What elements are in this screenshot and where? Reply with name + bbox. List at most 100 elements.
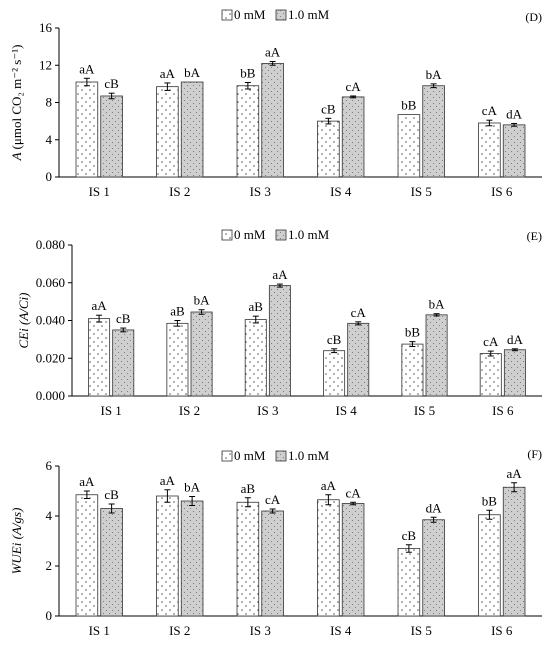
- y-axis-title-unit: (A/gs): [9, 508, 24, 540]
- data-label: aB: [241, 481, 256, 496]
- bar: [112, 329, 135, 397]
- y-tick-label: 0: [46, 608, 53, 623]
- bar: [341, 96, 365, 178]
- bar: [422, 519, 445, 617]
- bar: [347, 322, 370, 397]
- data-label: cA: [483, 334, 499, 349]
- bar: [261, 510, 284, 617]
- bar: [425, 314, 448, 397]
- y-tick-label: 4: [46, 132, 53, 147]
- x-tick-label: IS 4: [330, 623, 352, 638]
- data-label: dA: [506, 106, 523, 121]
- bar: [401, 343, 424, 397]
- x-tick-label: IS 5: [414, 403, 435, 418]
- x-tick-label: IS 3: [250, 184, 271, 199]
- data-label: aA: [272, 267, 288, 282]
- data-label: cB: [321, 101, 336, 116]
- y-tick-label: 6: [46, 458, 53, 473]
- bar: [88, 318, 111, 397]
- y-axis-title-unit: (A/Ci): [16, 293, 31, 326]
- legend-label: 0 mM: [234, 7, 266, 22]
- bar: [244, 319, 267, 397]
- x-tick-label: IS 2: [169, 184, 190, 199]
- data-label: aA: [321, 478, 337, 493]
- bar: [502, 486, 526, 617]
- x-tick-label: IS 4: [330, 184, 352, 199]
- legend-swatch: [221, 450, 233, 462]
- data-label: dA: [426, 500, 443, 515]
- data-label: cB: [116, 311, 131, 326]
- data-label: bB: [405, 325, 421, 340]
- data-label: dA: [507, 332, 524, 347]
- bar: [422, 85, 445, 178]
- y-tick-label: 16: [39, 20, 53, 35]
- data-label: aB: [170, 304, 185, 319]
- data-label: cB: [402, 528, 417, 543]
- y-tick-label: 2: [46, 558, 53, 573]
- data-label: cB: [327, 332, 342, 347]
- bar: [478, 514, 501, 617]
- x-tick-label: IS 2: [179, 403, 200, 418]
- legend-label: 1.0 mM: [288, 227, 330, 242]
- legend-label: 0 mM: [234, 448, 266, 463]
- y-axis-title-main: CEi: [16, 325, 31, 348]
- x-tick-label: IS 1: [89, 184, 110, 199]
- chart-panel-1: 0 4 8 12 16 A (μmol CO₂ m⁻² s⁻¹) IS 1 IS 2 IS 3 I…: [9, 7, 542, 199]
- data-label: cB: [104, 76, 119, 91]
- data-label: aA: [507, 466, 523, 481]
- data-label: bA: [184, 480, 201, 495]
- data-label: bA: [194, 293, 211, 308]
- legend-label: 1.0 mM: [288, 448, 330, 463]
- data-label: bB: [482, 493, 498, 508]
- bar: [156, 495, 179, 617]
- bar: [397, 114, 421, 178]
- y-tick-label: 0.000: [36, 388, 65, 403]
- data-label: aB: [249, 299, 264, 314]
- bar: [502, 124, 526, 178]
- x-tick-label: IS 5: [411, 184, 432, 199]
- legend-swatch: [275, 450, 287, 462]
- bar: [75, 494, 99, 617]
- y-tick-label: 0.060: [36, 275, 65, 290]
- panel-label: (F): [527, 447, 542, 461]
- x-tick-label: IS 1: [89, 623, 110, 638]
- x-tick-label: IS 1: [101, 403, 122, 418]
- data-label: cA: [482, 103, 498, 118]
- bar: [478, 122, 501, 178]
- y-axis-title-main: A: [9, 149, 24, 161]
- bar: [261, 62, 284, 178]
- bar: [166, 322, 189, 397]
- x-tick-label: IS 6: [491, 184, 513, 199]
- x-tick-label: IS 4: [336, 403, 358, 418]
- bar: [317, 120, 340, 178]
- bar: [268, 285, 291, 397]
- bar: [503, 349, 526, 397]
- y-tick-label: 0: [46, 169, 53, 184]
- data-label: aA: [92, 298, 108, 313]
- legend-label: 0 mM: [234, 227, 266, 242]
- data-label: aA: [160, 66, 176, 81]
- legend-swatch: [221, 9, 233, 21]
- data-label: bB: [240, 65, 256, 80]
- legend-label: 1.0 mM: [288, 7, 330, 22]
- x-tick-label: IS 2: [169, 623, 190, 638]
- y-tick-label: 4: [46, 508, 53, 523]
- bar: [190, 311, 213, 397]
- bar: [397, 548, 421, 617]
- bar: [479, 353, 502, 397]
- data-label: bA: [184, 65, 201, 80]
- bar: [100, 508, 123, 617]
- legend-swatch: [275, 9, 287, 21]
- bar: [75, 81, 99, 178]
- bar: [180, 81, 204, 178]
- bar: [341, 503, 365, 617]
- panel-label: (D): [525, 10, 542, 24]
- x-tick-label: IS 3: [250, 623, 271, 638]
- data-label: aA: [160, 473, 176, 488]
- data-label: aA: [79, 474, 95, 489]
- data-label: cA: [346, 485, 362, 500]
- y-tick-label: 0.020: [36, 350, 65, 365]
- data-label: bA: [426, 67, 443, 82]
- bar: [156, 86, 179, 178]
